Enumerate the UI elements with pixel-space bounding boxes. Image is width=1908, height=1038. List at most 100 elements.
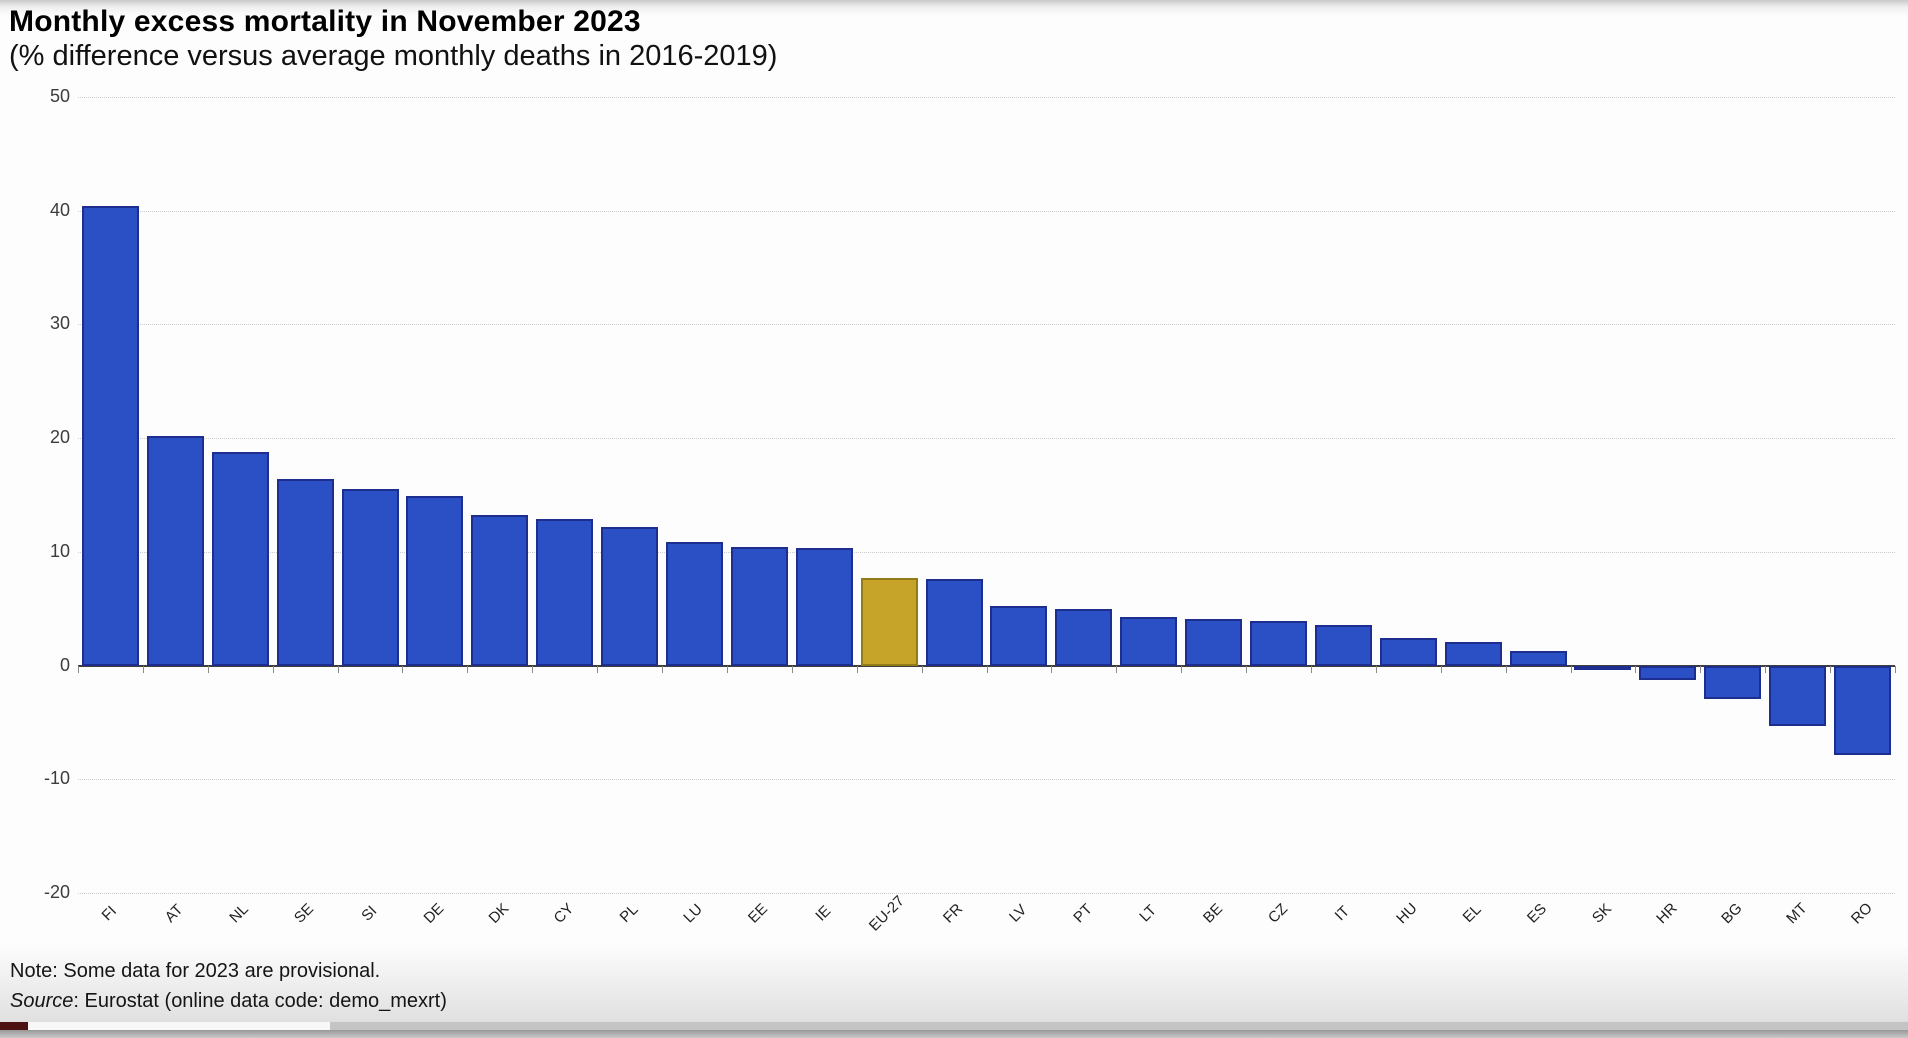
bar-CY [536,518,594,666]
chart-note: Note: Some data for 2023 are provisional… [10,960,381,982]
bar-LU [665,541,723,666]
bar-HR [1639,665,1697,681]
axis-tick [597,665,599,673]
x-axis-label-BE: BE [1199,900,1226,927]
bar-ES [1509,650,1567,666]
bar-EU-27 [860,578,918,666]
source-label: Source [10,990,74,1012]
axis-tick [1246,665,1248,673]
x-axis-label-FI: FI [99,902,121,925]
y-axis-label--10: -10 [43,768,70,789]
axis-tick [467,665,469,673]
bar-IE [795,548,853,666]
axis-tick [1895,665,1896,673]
axis-tick [142,665,144,673]
axis-tick [337,665,339,673]
axis-tick [532,665,534,673]
axis-tick [1570,665,1572,673]
y-axis-label--20: -20 [43,882,70,902]
x-axis-label-BG: BG [1718,899,1746,928]
gridline-10 [78,551,1895,553]
bar-AT [146,435,204,666]
bar-LT [1120,616,1178,666]
axis-tick [402,665,404,673]
gridline-20 [78,438,1895,440]
x-axis-label-LT: LT [1136,901,1160,926]
axis-tick [1765,665,1767,673]
axis-tick [726,665,728,673]
chart-subtitle: (% difference versus average monthly dea… [9,40,778,72]
axis-tick [1181,665,1183,673]
top-gradient-band [0,0,1908,16]
bar-MT [1769,665,1827,726]
axis-tick [272,665,274,673]
x-axis-label-RO: RO [1847,899,1876,928]
axis-tick [207,665,209,673]
axis-tick [1051,665,1053,673]
x-axis-label-EL: EL [1459,900,1485,927]
x-axis-label-PT: PT [1070,900,1096,927]
bar-IT [1314,624,1372,666]
bar-BE [1185,618,1243,666]
x-axis-label-HU: HU [1393,899,1421,928]
bar-CZ [1250,621,1308,666]
bar-EL [1444,641,1502,666]
source-text: : Eurostat (online data code: demo_mexrt… [73,990,447,1012]
bar-FI [81,206,139,666]
chart-title: Monthly excess mortality in November 202… [9,5,641,38]
axis-tick [856,665,858,673]
bar-PT [1055,608,1113,666]
axis-tick [1505,665,1507,673]
bar-FR [925,579,983,666]
bar-EE [730,547,788,666]
axis-tick [1116,665,1118,673]
axis-tick [78,665,79,673]
gridline--20 [78,893,1895,894]
chart-source: Source: Eurostat (online data code: demo… [10,990,447,1013]
axis-tick [921,665,923,673]
bar-SK [1574,665,1632,670]
axis-tick [1310,665,1312,673]
y-axis-label-50: 50 [49,86,70,106]
axis-tick [1375,665,1377,673]
y-axis-label-0: 0 [59,654,70,675]
x-axis-label-IT: IT [1332,902,1354,925]
x-axis-label-PL: PL [616,900,642,927]
axis-tick [986,665,988,673]
x-axis-label-MT: MT [1782,899,1811,928]
axis-tick [1830,665,1832,673]
video-progress-bar[interactable] [0,1022,1908,1030]
x-axis-label-SI: SI [358,902,381,925]
bar-LV [990,606,1048,666]
y-axis-label-20: 20 [49,427,70,448]
x-axis-label-IE: IE [812,902,835,925]
video-chrome-bottom-band [0,1030,1908,1038]
x-axis-label-ES: ES [1523,900,1551,927]
x-axis-label-EU-27: EU-27 [865,892,909,935]
axis-tick [1635,665,1637,673]
x-axis-label-LV: LV [1005,901,1031,926]
x-axis-label-HR: HR [1653,899,1681,928]
video-progress-buffered[interactable] [28,1022,330,1030]
x-axis-label-FR: FR [939,900,967,927]
gridline-40 [78,210,1895,212]
bottom-gradient-band [0,944,1908,1022]
x-axis-label-SK: SK [1588,900,1616,927]
axis-tick [662,665,664,673]
bar-RO [1834,665,1892,756]
bar-BG [1704,665,1762,699]
gridline-50 [78,97,1895,98]
video-progress-played[interactable] [0,1022,28,1030]
bar-DK [471,515,529,666]
bar-SE [276,479,334,666]
y-axis-label-10: 10 [49,540,70,561]
bar-SI [341,489,399,666]
x-axis-label-CY: CY [550,900,578,927]
x-axis-label-LU: LU [680,900,707,927]
x-axis-label-NL: NL [226,900,253,927]
y-axis-label-30: 30 [49,313,70,334]
bar-DE [406,496,464,666]
x-axis-label-DK: DK [485,900,513,927]
